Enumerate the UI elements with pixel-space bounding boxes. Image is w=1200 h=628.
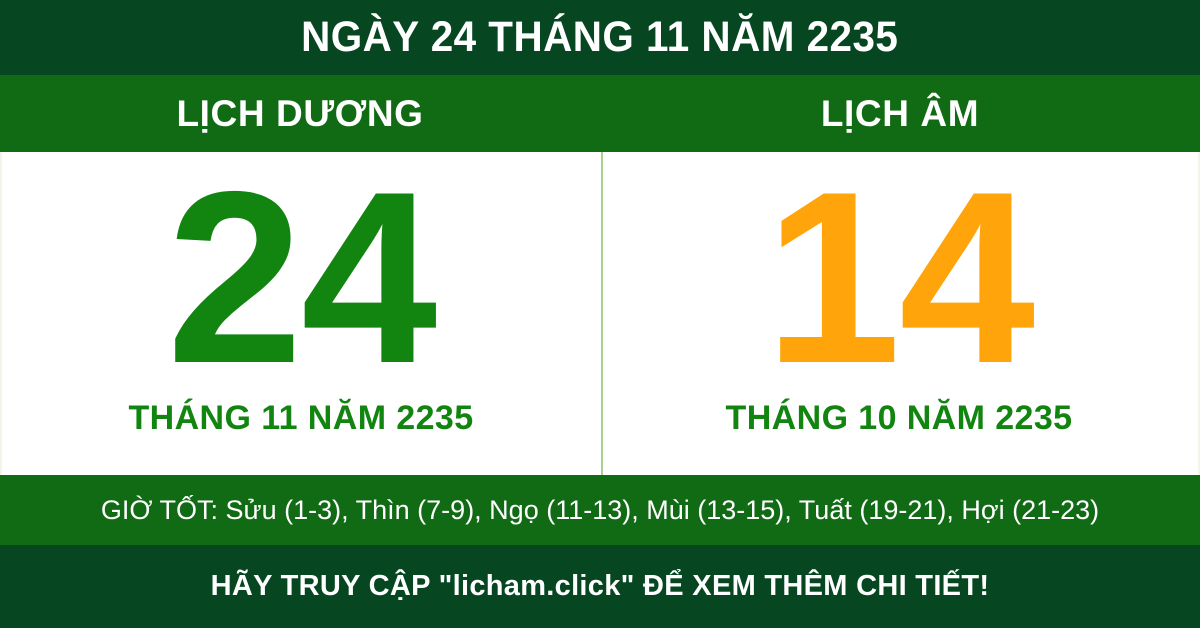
lunar-column-header-label: LỊCH ÂM [820,93,980,134]
column-headers: LỊCH DƯƠNG LỊCH ÂM [0,75,1200,152]
solar-column-header: LỊCH DƯƠNG [0,75,600,152]
solar-day-number: 24 [166,139,438,414]
good-hours-text: GIỜ TỐT: Sửu (1-3), Thìn (7-9), Ngọ (11-… [100,494,1100,525]
good-hours-band: GIỜ TỐT: Sửu (1-3), Thìn (7-9), Ngọ (11-… [0,475,1200,545]
title-bar: NGÀY 24 THÁNG 11 NĂM 2235 [0,0,1200,75]
footer-text: HÃY TRUY CẬP "licham.click" ĐỂ XEM THÊM … [210,570,990,602]
page-title: NGÀY 24 THÁNG 11 NĂM 2235 [301,13,899,61]
lunar-month-year-label: THÁNG 10 NĂM 2235 [725,399,1073,437]
footer-bar: HÃY TRUY CẬP "licham.click" ĐỂ XEM THÊM … [0,545,1200,628]
solar-panel: 24 THÁNG 11 NĂM 2235 [2,152,600,475]
solar-column-header-label: LỊCH DƯƠNG [176,93,424,134]
lunar-column-header: LỊCH ÂM [600,75,1200,152]
lunar-panel: 14 THÁNG 10 NĂM 2235 [600,152,1198,475]
calendar-body: 24 THÁNG 11 NĂM 2235 14 THÁNG 10 NĂM 223… [0,152,1200,475]
lunar-day-number: 14 [764,139,1036,414]
solar-month-year-label: THÁNG 11 NĂM 2235 [128,399,474,437]
column-divider [601,152,603,475]
